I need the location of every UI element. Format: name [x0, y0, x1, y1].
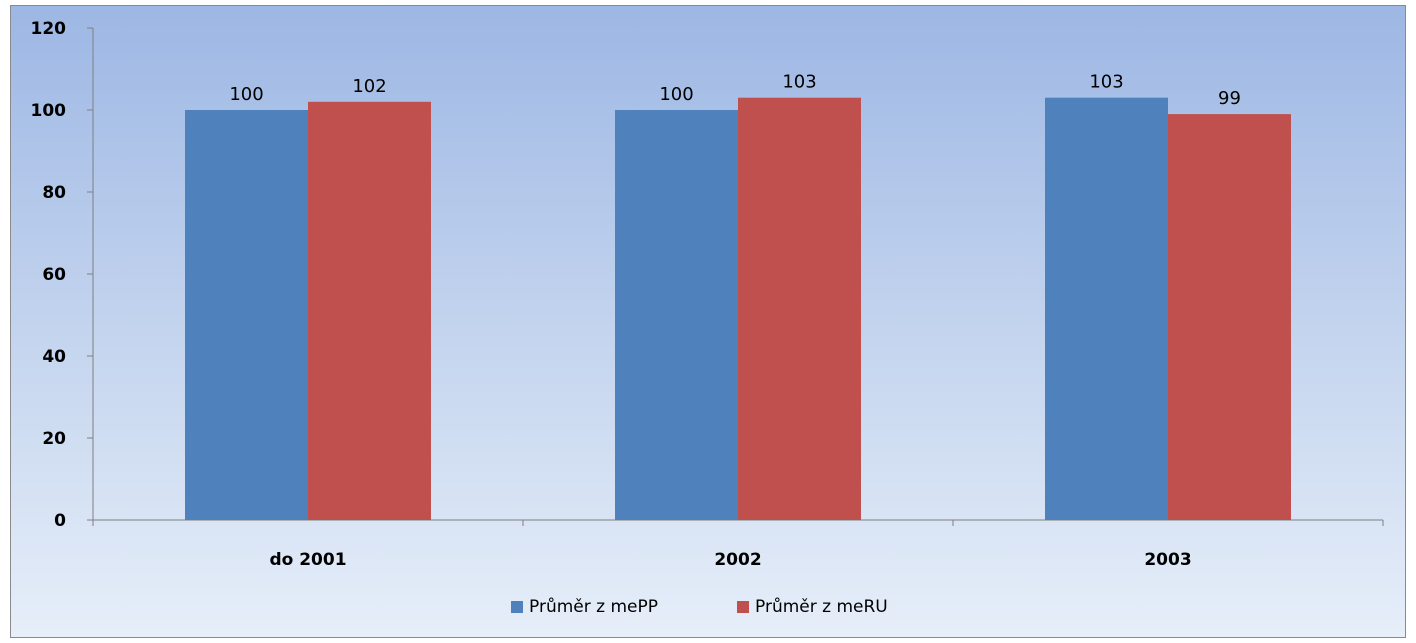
bar-mepp: [615, 110, 738, 520]
bar-meru: [308, 101, 431, 521]
data-label: 100: [659, 84, 693, 105]
bar-mepp: [1045, 97, 1168, 520]
data-label: 103: [782, 72, 816, 93]
y-tick-label: 20: [42, 429, 66, 449]
x-tick-group: [92, 520, 1384, 526]
y-tick-label: 100: [31, 101, 67, 121]
y-tick-label: 0: [54, 511, 66, 531]
data-label: 102: [352, 76, 386, 97]
y-tick-group: 0 20 40 60 80 100 120: [31, 19, 93, 531]
legend-swatch: [737, 601, 749, 613]
category-label: 2002: [714, 550, 761, 570]
bar-meru: [738, 97, 861, 520]
category-label-group: do 2001 2002 2003: [269, 550, 1191, 570]
legend: Průměr z mePP Průměr z meRU: [511, 597, 888, 617]
y-tick-label: 40: [42, 347, 66, 367]
legend-label: Průměr z meRU: [755, 597, 888, 617]
legend-label: Průměr z mePP: [529, 597, 658, 617]
legend-swatch: [511, 601, 523, 613]
bar-group: [185, 97, 1291, 521]
bar-meru: [1168, 114, 1291, 520]
data-label: 103: [1089, 72, 1123, 93]
category-label: do 2001: [269, 550, 346, 570]
y-tick-label: 80: [42, 183, 66, 203]
data-label: 100: [229, 84, 263, 105]
bar-mepp: [185, 110, 308, 520]
data-label: 99: [1218, 88, 1241, 109]
data-label-group: 100 102 100 103 103 99: [229, 72, 1241, 109]
y-tick-label: 60: [42, 265, 66, 285]
category-label: 2003: [1144, 550, 1191, 570]
y-tick-label: 120: [31, 19, 67, 39]
